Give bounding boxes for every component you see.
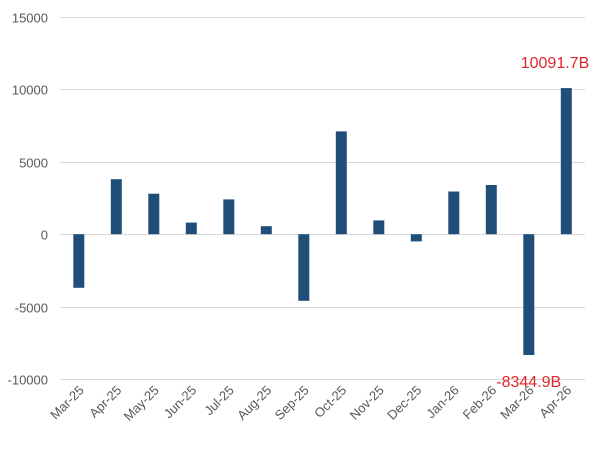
x-tick-label: Sep-25 xyxy=(272,383,312,423)
bar-sep-25 xyxy=(298,234,310,301)
y-axis-tick-labels: 15000 10000 5000 0 -5000 -10000 xyxy=(8,11,48,388)
bar-oct-25 xyxy=(335,131,347,235)
bar-aug-25 xyxy=(260,226,272,235)
x-tick-label: Mar-25 xyxy=(47,383,87,423)
x-tick-label: Nov-25 xyxy=(347,383,387,423)
bar-dec-25 xyxy=(410,234,422,242)
x-tick-label: Dec-25 xyxy=(384,383,424,423)
min-value-annotation: -8344.9B xyxy=(496,374,561,391)
bar-jan-26 xyxy=(448,191,460,235)
bar-feb-26 xyxy=(485,185,497,235)
bar-jun-25 xyxy=(185,222,197,235)
y-tick-label: 10000 xyxy=(12,83,48,98)
x-tick-label: Jan-26 xyxy=(423,383,462,422)
x-tick-label: Oct-25 xyxy=(311,383,349,421)
bar-apr-26 xyxy=(560,88,572,235)
gridlines xyxy=(60,17,585,380)
bar-mar-26 xyxy=(523,234,535,355)
bar-apr-25 xyxy=(110,179,122,235)
x-tick-label: Apr-25 xyxy=(86,383,124,421)
bar-may-25 xyxy=(148,193,160,235)
x-tick-label: Jun-25 xyxy=(161,383,200,422)
x-tick-label: Aug-25 xyxy=(234,383,274,423)
y-tick-label: 15000 xyxy=(12,11,48,26)
max-value-annotation: 10091.7B xyxy=(521,55,590,72)
y-tick-label: -5000 xyxy=(15,301,48,316)
y-tick-label: -10000 xyxy=(8,373,48,388)
bar-mar-25 xyxy=(73,234,85,288)
y-tick-label: 0 xyxy=(41,228,48,243)
x-tick-label: Jul-25 xyxy=(201,383,237,419)
bar-series xyxy=(73,88,572,355)
x-tick-label: Feb-26 xyxy=(460,383,500,423)
bar-nov-25 xyxy=(373,220,385,235)
bar-jul-25 xyxy=(223,199,235,235)
data-annotations: 10091.7B -8344.9B xyxy=(496,55,589,391)
y-tick-label: 5000 xyxy=(19,156,48,171)
x-tick-label: May-25 xyxy=(121,383,162,424)
